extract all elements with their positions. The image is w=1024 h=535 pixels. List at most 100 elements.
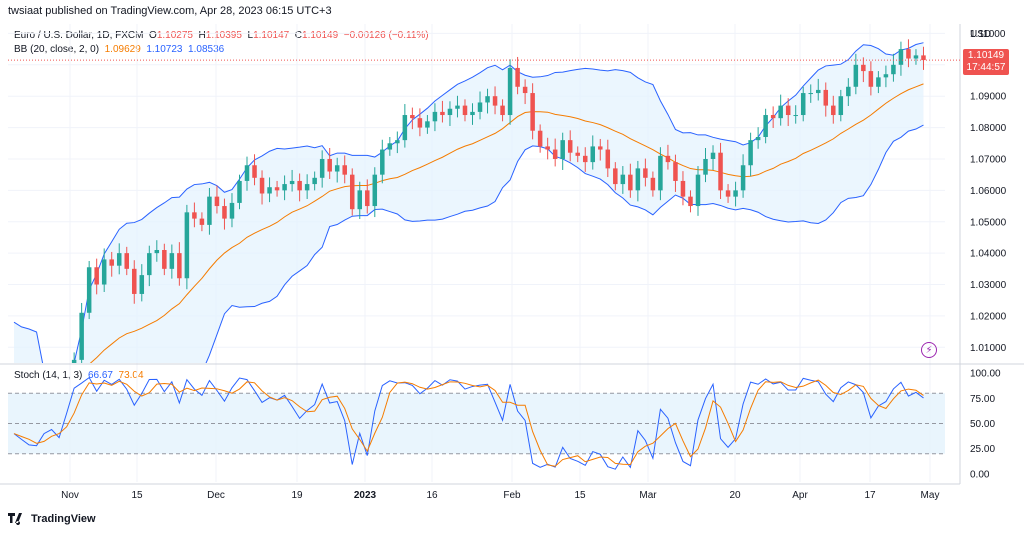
y-tick-label: 1.04000: [970, 249, 1007, 260]
candle: [289, 169, 295, 192]
candle: [192, 202, 197, 228]
high-value: 1.10395: [205, 30, 242, 41]
candle-body: [64, 379, 69, 388]
candle-body: [861, 64, 866, 72]
stoch-label: Stoch (14, 1, 3): [14, 370, 83, 381]
candle-body: [560, 140, 565, 159]
candle-body: [913, 55, 919, 59]
candle-body: [522, 86, 528, 94]
candle: [349, 168, 355, 216]
candle-body: [162, 250, 167, 269]
open-value: 1.10275: [156, 30, 193, 41]
bb-basis-value: 1.09629: [104, 44, 141, 55]
candle-body: [267, 187, 272, 194]
x-tick-label: 2023: [354, 490, 377, 501]
candle-body: [620, 174, 626, 185]
change-value: −0.00126 (−0.11%): [343, 30, 429, 41]
candle: [680, 171, 686, 206]
y-tick-label: 1.03000: [970, 280, 1007, 291]
candle: [575, 146, 580, 163]
candle: [628, 163, 633, 198]
candle: [567, 130, 573, 162]
candle: [800, 86, 806, 122]
candle: [846, 78, 851, 107]
candle: [184, 204, 190, 290]
candle: [274, 180, 280, 197]
candle: [688, 190, 693, 213]
x-tick-label: 20: [729, 490, 741, 501]
candle: [598, 138, 603, 161]
candle-body: [883, 74, 889, 78]
y-tick-label: 1.11000: [970, 29, 1006, 40]
candle-body: [598, 146, 603, 150]
candle: [402, 104, 408, 148]
stoch-y-tick-label: 100.00: [970, 369, 1001, 380]
candle-body: [455, 105, 460, 109]
candle-body: [252, 165, 257, 178]
y-tick-label: 1.08000: [970, 123, 1007, 134]
candle-body: [229, 202, 235, 219]
candle-body: [545, 146, 550, 150]
candle-body: [101, 259, 107, 285]
candle: [665, 144, 671, 170]
candle-body: [395, 140, 400, 144]
footer[interactable]: TradingView: [8, 513, 96, 525]
candle-body: [477, 102, 483, 112]
candle: [229, 193, 235, 228]
candle-body: [725, 190, 731, 197]
candle-body: [79, 312, 84, 360]
stoch-d-line: [13, 379, 924, 467]
candle-body: [650, 177, 656, 191]
candle-body: [86, 267, 92, 313]
candle: [124, 246, 130, 276]
candle-body: [838, 96, 844, 116]
candle-body: [177, 253, 182, 279]
candle-body: [770, 115, 776, 119]
bar-countdown: 17:44:57: [966, 62, 1006, 74]
candle: [304, 174, 310, 199]
candle-body: [71, 359, 77, 363]
candle: [357, 181, 363, 220]
candle-body: [312, 177, 317, 185]
stoch-legend[interactable]: Stoch (14, 1, 3) 66.67 73.04: [14, 370, 144, 382]
bb-legend[interactable]: BB (20, close, 2, 0) 1.09629 1.10723 1.0…: [14, 44, 224, 56]
candle-body: [139, 275, 145, 294]
candle-body: [575, 152, 580, 156]
symbol-legend[interactable]: Euro / U.S. Dollar, 1D, FXCM O1.10275 H1…: [14, 30, 429, 42]
candle: [605, 139, 611, 178]
candle: [492, 86, 498, 115]
candle: [86, 260, 92, 320]
candle-body: [635, 168, 641, 191]
candle: [297, 173, 302, 202]
candle: [590, 135, 596, 170]
candle: [883, 65, 889, 88]
candle: [199, 212, 205, 232]
candle: [703, 147, 708, 183]
last-price-tag: 1.10149 17:44:57: [963, 49, 1009, 76]
x-tick-label: Dec: [207, 490, 225, 501]
bb-fill: [14, 42, 924, 363]
candle: [282, 175, 287, 201]
candle-body: [537, 130, 543, 147]
bb-upper-value: 1.10723: [146, 44, 183, 55]
x-tick-label: May: [921, 490, 940, 501]
bb-lower-value: 1.08536: [188, 44, 225, 55]
candle-body: [109, 259, 114, 266]
candle-body: [124, 253, 130, 269]
candle-body: [680, 180, 686, 197]
candle-body: [222, 206, 227, 219]
lightning-icon[interactable]: ⚡: [921, 342, 937, 358]
candle: [838, 89, 844, 122]
candle-body: [297, 180, 302, 191]
candle: [876, 71, 881, 94]
candle-body: [590, 146, 596, 163]
candle: [395, 131, 400, 154]
candle: [79, 302, 84, 363]
high-label: H: [198, 30, 206, 41]
candle: [507, 59, 513, 125]
candle-body: [207, 196, 212, 225]
candle: [139, 264, 145, 302]
candle: [755, 127, 761, 149]
x-tick-label: 15: [574, 490, 586, 501]
